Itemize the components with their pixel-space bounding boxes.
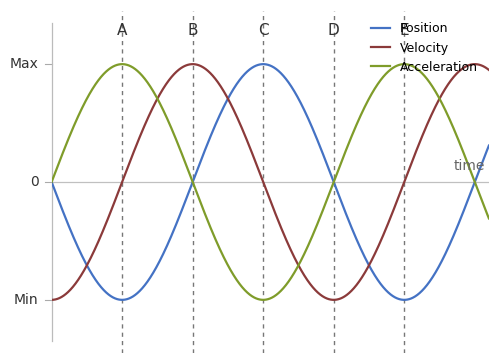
Acceleration: [71, 124, 77, 128]
Acceleration: [262, 298, 268, 302]
Position: [393, 296, 399, 300]
Velocity: [473, 62, 479, 66]
Text: 0: 0: [30, 175, 38, 189]
Position: [48, 180, 54, 184]
Acceleration: [393, 64, 399, 68]
Position: [401, 298, 407, 302]
Velocity: [393, 201, 399, 205]
Position: [474, 175, 480, 179]
Acceleration: [401, 62, 407, 66]
Velocity: [474, 62, 480, 66]
Position: [486, 143, 492, 148]
Text: time: time: [454, 159, 486, 173]
Text: A: A: [117, 23, 128, 38]
Velocity: [486, 68, 492, 72]
Acceleration: [474, 184, 480, 189]
Acceleration: [474, 185, 480, 189]
Velocity: [71, 284, 77, 288]
Acceleration: [486, 216, 492, 221]
Text: Min: Min: [14, 293, 38, 307]
Text: Max: Max: [10, 57, 38, 71]
Text: E: E: [400, 23, 409, 38]
Position: [474, 175, 480, 180]
Text: D: D: [328, 23, 340, 38]
Acceleration: [48, 180, 54, 184]
Line: Velocity: Velocity: [52, 64, 489, 300]
Acceleration: [250, 294, 256, 299]
Position: [260, 62, 266, 66]
Position: [262, 62, 268, 66]
Position: [71, 236, 77, 240]
Text: C: C: [258, 23, 268, 38]
Line: Acceleration: Acceleration: [52, 64, 489, 300]
Velocity: [262, 183, 268, 187]
Acceleration: [260, 298, 266, 302]
Position: [250, 65, 256, 70]
Velocity: [48, 298, 54, 302]
Legend: Position, Velocity, Acceleration: Position, Velocity, Acceleration: [366, 17, 482, 79]
Line: Position: Position: [52, 64, 489, 300]
Velocity: [190, 62, 196, 66]
Velocity: [250, 153, 256, 157]
Text: B: B: [188, 23, 198, 38]
